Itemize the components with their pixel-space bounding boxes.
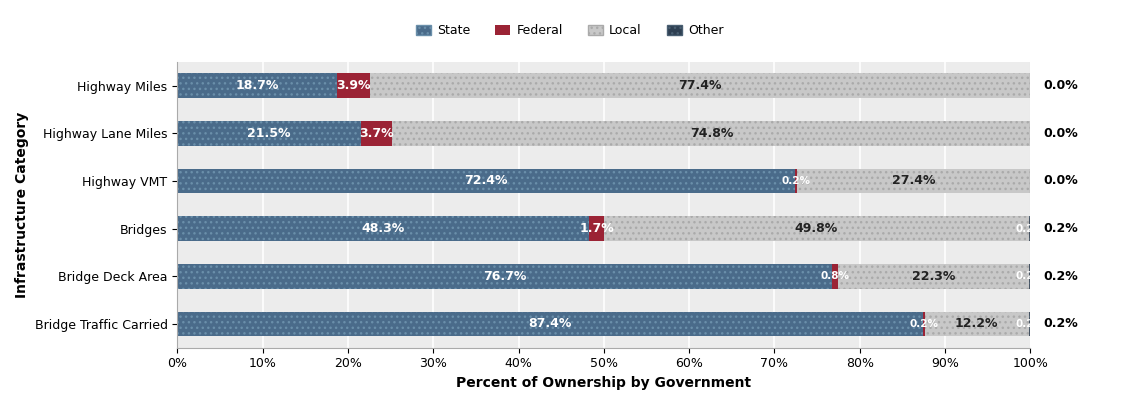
Bar	[177, 121, 361, 146]
Bar	[795, 168, 797, 193]
Text: 0.2%: 0.2%	[781, 176, 811, 186]
Text: 76.7%: 76.7%	[483, 270, 527, 283]
Text: 1.7%: 1.7%	[579, 222, 614, 235]
Text: 0.0%: 0.0%	[1043, 175, 1077, 188]
Text: 21.5%: 21.5%	[247, 127, 291, 140]
Text: 27.4%: 27.4%	[892, 175, 935, 188]
Text: 87.4%: 87.4%	[528, 318, 571, 330]
Text: 3.7%: 3.7%	[360, 127, 394, 140]
Text: 0.2%: 0.2%	[909, 319, 938, 329]
Bar	[393, 121, 1030, 146]
Text: 0.0%: 0.0%	[1043, 127, 1077, 140]
Bar	[337, 73, 370, 98]
Bar	[177, 216, 590, 241]
Bar	[177, 311, 923, 336]
Legend: State, Federal, Local, Other: State, Federal, Local, Other	[411, 19, 728, 43]
Y-axis label: Infrastructure Category: Infrastructure Category	[15, 112, 29, 298]
Text: 18.7%: 18.7%	[236, 79, 278, 92]
Bar	[361, 121, 393, 146]
Bar	[831, 264, 838, 289]
Bar	[797, 168, 1030, 193]
Bar	[603, 216, 1028, 241]
Bar	[177, 168, 795, 193]
Text: 0.2%: 0.2%	[1043, 270, 1077, 283]
Bar	[1028, 216, 1030, 241]
Bar	[925, 311, 1028, 336]
Bar	[177, 73, 337, 98]
Text: 0.2%: 0.2%	[1043, 318, 1077, 330]
Text: 3.9%: 3.9%	[337, 79, 371, 92]
Text: 22.3%: 22.3%	[911, 270, 955, 283]
Text: 0.8%: 0.8%	[821, 271, 850, 281]
Text: 49.8%: 49.8%	[795, 222, 838, 235]
Text: 74.8%: 74.8%	[689, 127, 733, 140]
Bar	[923, 311, 925, 336]
Text: 0.2%: 0.2%	[1016, 319, 1044, 329]
Text: 12.2%: 12.2%	[955, 318, 998, 330]
Bar	[370, 73, 1030, 98]
Text: 0.0%: 0.0%	[1043, 79, 1077, 92]
Bar	[1028, 311, 1030, 336]
Bar	[590, 216, 603, 241]
Text: 0.2%: 0.2%	[1043, 222, 1077, 235]
Text: 0.2%: 0.2%	[1016, 224, 1044, 234]
Text: 77.4%: 77.4%	[679, 79, 722, 92]
Text: 0.2%: 0.2%	[1016, 271, 1044, 281]
Text: 72.4%: 72.4%	[465, 175, 508, 188]
Bar	[1028, 264, 1030, 289]
Text: 48.3%: 48.3%	[362, 222, 405, 235]
Bar	[838, 264, 1028, 289]
X-axis label: Percent of Ownership by Government: Percent of Ownership by Government	[457, 376, 751, 390]
Bar	[177, 264, 831, 289]
